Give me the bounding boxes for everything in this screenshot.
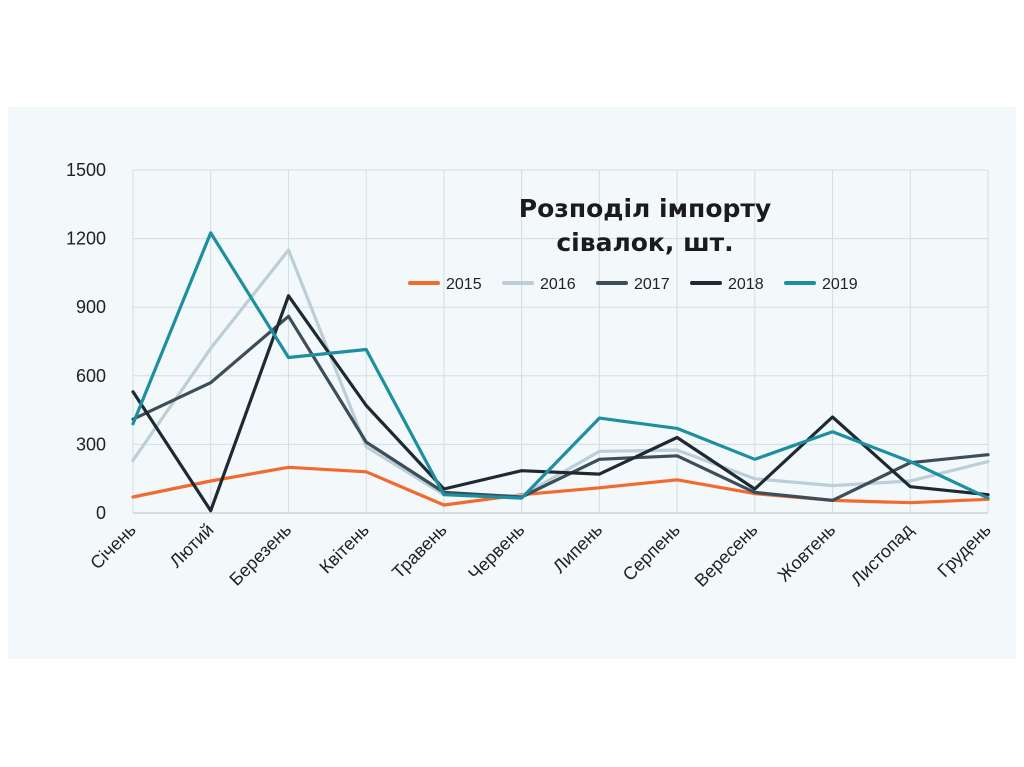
x-tick-label: Лютий bbox=[166, 520, 218, 572]
legend-label-2015: 2015 bbox=[446, 276, 482, 293]
x-tick-label: Січень bbox=[86, 520, 140, 574]
series-line-2019 bbox=[131, 231, 990, 500]
chart-series bbox=[131, 231, 990, 513]
chart-title-line-1: Розподіл імпорту bbox=[519, 194, 771, 223]
y-tick-label: 300 bbox=[76, 434, 106, 454]
x-tick-label: Грудень bbox=[933, 520, 994, 581]
y-tick-label: 1500 bbox=[66, 160, 106, 180]
x-tick-label: Листопад bbox=[847, 519, 917, 589]
legend-label-2016: 2016 bbox=[540, 276, 576, 293]
chart-panel: 0 300 600 900 1200 1500 Січень Лютий Березень Кв… bbox=[8, 107, 1016, 659]
y-tick-label: 900 bbox=[76, 297, 106, 317]
x-tick-label: Березень bbox=[225, 520, 295, 590]
x-tick-labels: Січень Лютий Березень Квітень Травень Червень… bbox=[86, 519, 995, 590]
legend-label-2019: 2019 bbox=[822, 276, 858, 293]
x-tick-label: Квітень bbox=[315, 520, 373, 578]
x-tick-label: Жовтень bbox=[774, 520, 840, 586]
x-tick-label: Червень bbox=[464, 520, 528, 584]
x-tick-label: Травень bbox=[388, 520, 451, 583]
legend-label-2017: 2017 bbox=[634, 276, 670, 293]
y-tick-labels: 0 300 600 900 1200 1500 bbox=[66, 160, 106, 523]
line-chart: 0 300 600 900 1200 1500 Січень Лютий Березень Кв… bbox=[66, 160, 995, 591]
legend-label-2018: 2018 bbox=[728, 276, 764, 293]
series-line-2018 bbox=[131, 294, 990, 513]
x-tick-label: Липень bbox=[549, 520, 606, 577]
chart-legend: 2015 2016 2017 2018 2019 bbox=[408, 276, 858, 293]
x-tick-label: Серпень bbox=[619, 520, 684, 585]
y-tick-label: 1200 bbox=[66, 229, 106, 249]
y-tick-label: 0 bbox=[96, 503, 106, 523]
y-tick-label: 600 bbox=[76, 366, 106, 386]
series-line-2015 bbox=[131, 465, 990, 507]
x-tick-label: Вересень bbox=[691, 520, 762, 591]
chart-title-line-2: сівалок, шт. bbox=[556, 228, 733, 257]
chart-title: Розподіл імпорту сівалок, шт. bbox=[519, 194, 771, 257]
